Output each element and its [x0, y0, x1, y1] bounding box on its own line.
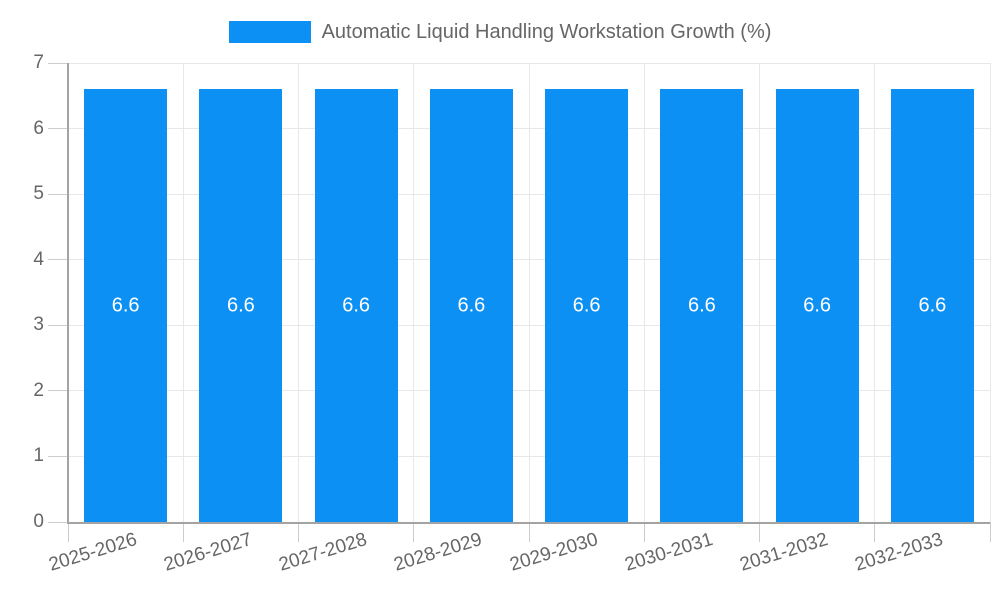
y-axis-tick-label: 6 — [33, 117, 44, 139]
x-axis-tick-mark — [759, 522, 760, 542]
legend-label: Automatic Liquid Handling Workstation Gr… — [321, 20, 772, 43]
x-axis-tick-mark — [298, 522, 299, 542]
legend-swatch — [228, 21, 311, 43]
x-axis-tick-mark — [67, 522, 69, 542]
gridline-vertical — [528, 63, 530, 522]
gridline-vertical — [759, 63, 760, 522]
bar-value-label: 6.6 — [226, 294, 255, 317]
x-axis-tick-mark — [528, 522, 530, 542]
gridline-vertical — [182, 63, 184, 522]
y-axis-tick-label: 3 — [33, 314, 44, 336]
y-axis-tick-label: 1 — [33, 445, 44, 467]
y-axis-tick-label: 5 — [33, 183, 44, 205]
x-axis-tick-mark — [182, 522, 184, 542]
gridline-vertical — [989, 63, 991, 522]
y-axis-tick-mark — [48, 324, 68, 326]
x-axis-tick-mark — [413, 522, 415, 542]
y-axis-tick-mark — [48, 390, 68, 392]
bar[interactable]: 6.6 — [545, 89, 629, 522]
gridline-vertical — [874, 63, 876, 522]
bar[interactable]: 6.6 — [660, 89, 744, 522]
x-axis-tick-mark — [643, 522, 645, 542]
bar[interactable]: 6.6 — [199, 89, 283, 522]
y-axis-tick-mark — [48, 521, 68, 523]
bar[interactable]: 6.6 — [775, 89, 859, 522]
bar-value-label: 6.6 — [342, 294, 371, 317]
y-axis-tick-mark — [48, 62, 68, 64]
gridline-vertical — [298, 63, 299, 522]
bar-value-label: 6.6 — [687, 294, 716, 317]
bar-value-label: 6.6 — [803, 294, 832, 317]
legend-item[interactable]: Automatic Liquid Handling Workstation Gr… — [0, 16, 1000, 48]
x-axis-line — [67, 522, 990, 524]
y-axis-tick-label: 4 — [33, 248, 44, 270]
y-axis-tick-mark — [48, 259, 68, 261]
bar[interactable]: 6.6 — [84, 89, 168, 522]
y-axis-line — [67, 63, 69, 524]
y-axis-tick-mark — [48, 455, 68, 457]
bar[interactable]: 6.6 — [890, 89, 974, 522]
y-axis-tick-label: 2 — [33, 379, 44, 401]
bar-value-label: 6.6 — [572, 294, 601, 317]
bar-value-label: 6.6 — [111, 294, 140, 317]
gridline-vertical — [643, 63, 645, 522]
y-axis-tick-label: 0 — [33, 511, 44, 532]
y-axis-tick-label: 7 — [33, 52, 44, 73]
y-axis-tick-mark — [48, 193, 68, 195]
x-axis-tick-mark — [989, 522, 991, 542]
bar[interactable]: 6.6 — [429, 89, 513, 522]
gridline-vertical — [413, 63, 415, 522]
bar-value-label: 6.6 — [457, 294, 486, 317]
y-axis-tick-mark — [48, 128, 68, 130]
bar-value-label: 6.6 — [918, 294, 947, 317]
x-axis-tick-mark — [874, 522, 876, 542]
bar[interactable]: 6.6 — [314, 89, 398, 522]
